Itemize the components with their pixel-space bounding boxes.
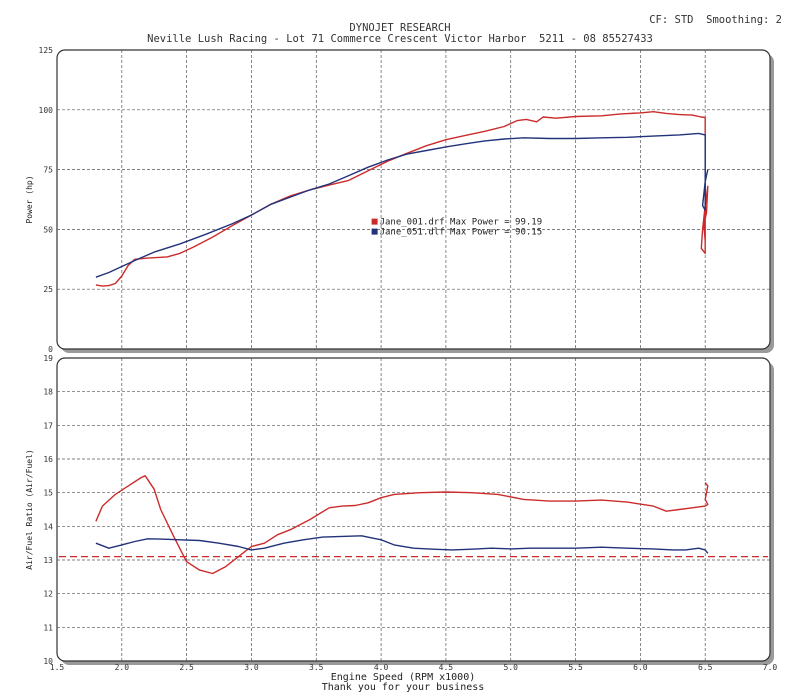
series-line-run2 [95,535,709,554]
smoothing-label: Smoothing: 2 [706,14,782,26]
footer-thanks: Thank you for your business [322,682,485,693]
legend-label-run2: Jane_051.dlf Max Power = 90.15 [380,228,543,238]
y-tick-label: 13 [43,556,53,565]
series-line-run1 [95,110,709,287]
legend-swatch-run2 [371,228,378,235]
series-line-run1 [95,475,709,575]
series-line-run2 [95,132,709,278]
x-tick-label: 6.5 [698,663,713,672]
y-tick-label: 10 [43,657,53,666]
y-tick-label: 17 [43,421,53,430]
y-axis-label: Power (hp) [25,175,34,223]
x-axis-label: Engine Speed (RPM x1000) [331,672,476,683]
panel-frame [56,49,771,350]
y-tick-label: 16 [43,455,53,464]
y-tick-label: 12 [43,590,53,599]
y-tick-label: 75 [43,166,53,175]
x-tick-label: 6.0 [633,663,648,672]
header-settings: CF: STD Smoothing: 2 [649,14,782,26]
y-tick-label: 15 [43,489,53,498]
x-tick-label: 7.0 [763,663,778,672]
x-tick-label: 4.5 [439,663,454,672]
power-panel: 0 25 50 75 100 125 Power (hp) Jane_001.drf Max … [25,46,774,354]
y-tick-label: 14 [43,522,53,531]
x-tick-label: 2.5 [179,663,194,672]
x-tick-label: 5.5 [568,663,583,672]
cf-label: CF: STD [649,14,694,26]
x-tick-label: 5.0 [504,663,519,672]
x-tick-label: 3.5 [309,663,324,672]
x-tick-label: 3.0 [244,663,259,672]
legend-swatch-run1 [371,218,378,225]
y-tick-label: 100 [39,106,54,115]
report-title: DYNOJET RESEARCH [349,22,451,34]
y-tick-label: 25 [43,285,53,294]
x-tick-label: 2.0 [115,663,130,672]
x-tick-label: 4.0 [374,663,389,672]
y-tick-label: 50 [43,225,53,234]
y-tick-label: 19 [43,354,53,363]
afr-panel: 10 11 12 13 14 15 16 17 18 19 1.5 2.0 2.5 3.0 3.5 4.0 4.… [25,354,777,672]
shop-info: Neville Lush Racing - Lot 71 Commerce Cr… [147,33,653,45]
panel-frame [56,357,771,662]
y-tick-label: 0 [48,345,53,354]
y-tick-label: 11 [43,623,53,632]
y-tick-label: 125 [39,46,54,55]
x-tick-label: 1.5 [50,663,65,672]
y-axis-label: Air/Fuel Ratio (Air/Fuel) [25,449,34,569]
legend-label-run1: Jane_001.drf Max Power = 99.19 [380,218,543,228]
y-tick-label: 18 [43,388,53,397]
